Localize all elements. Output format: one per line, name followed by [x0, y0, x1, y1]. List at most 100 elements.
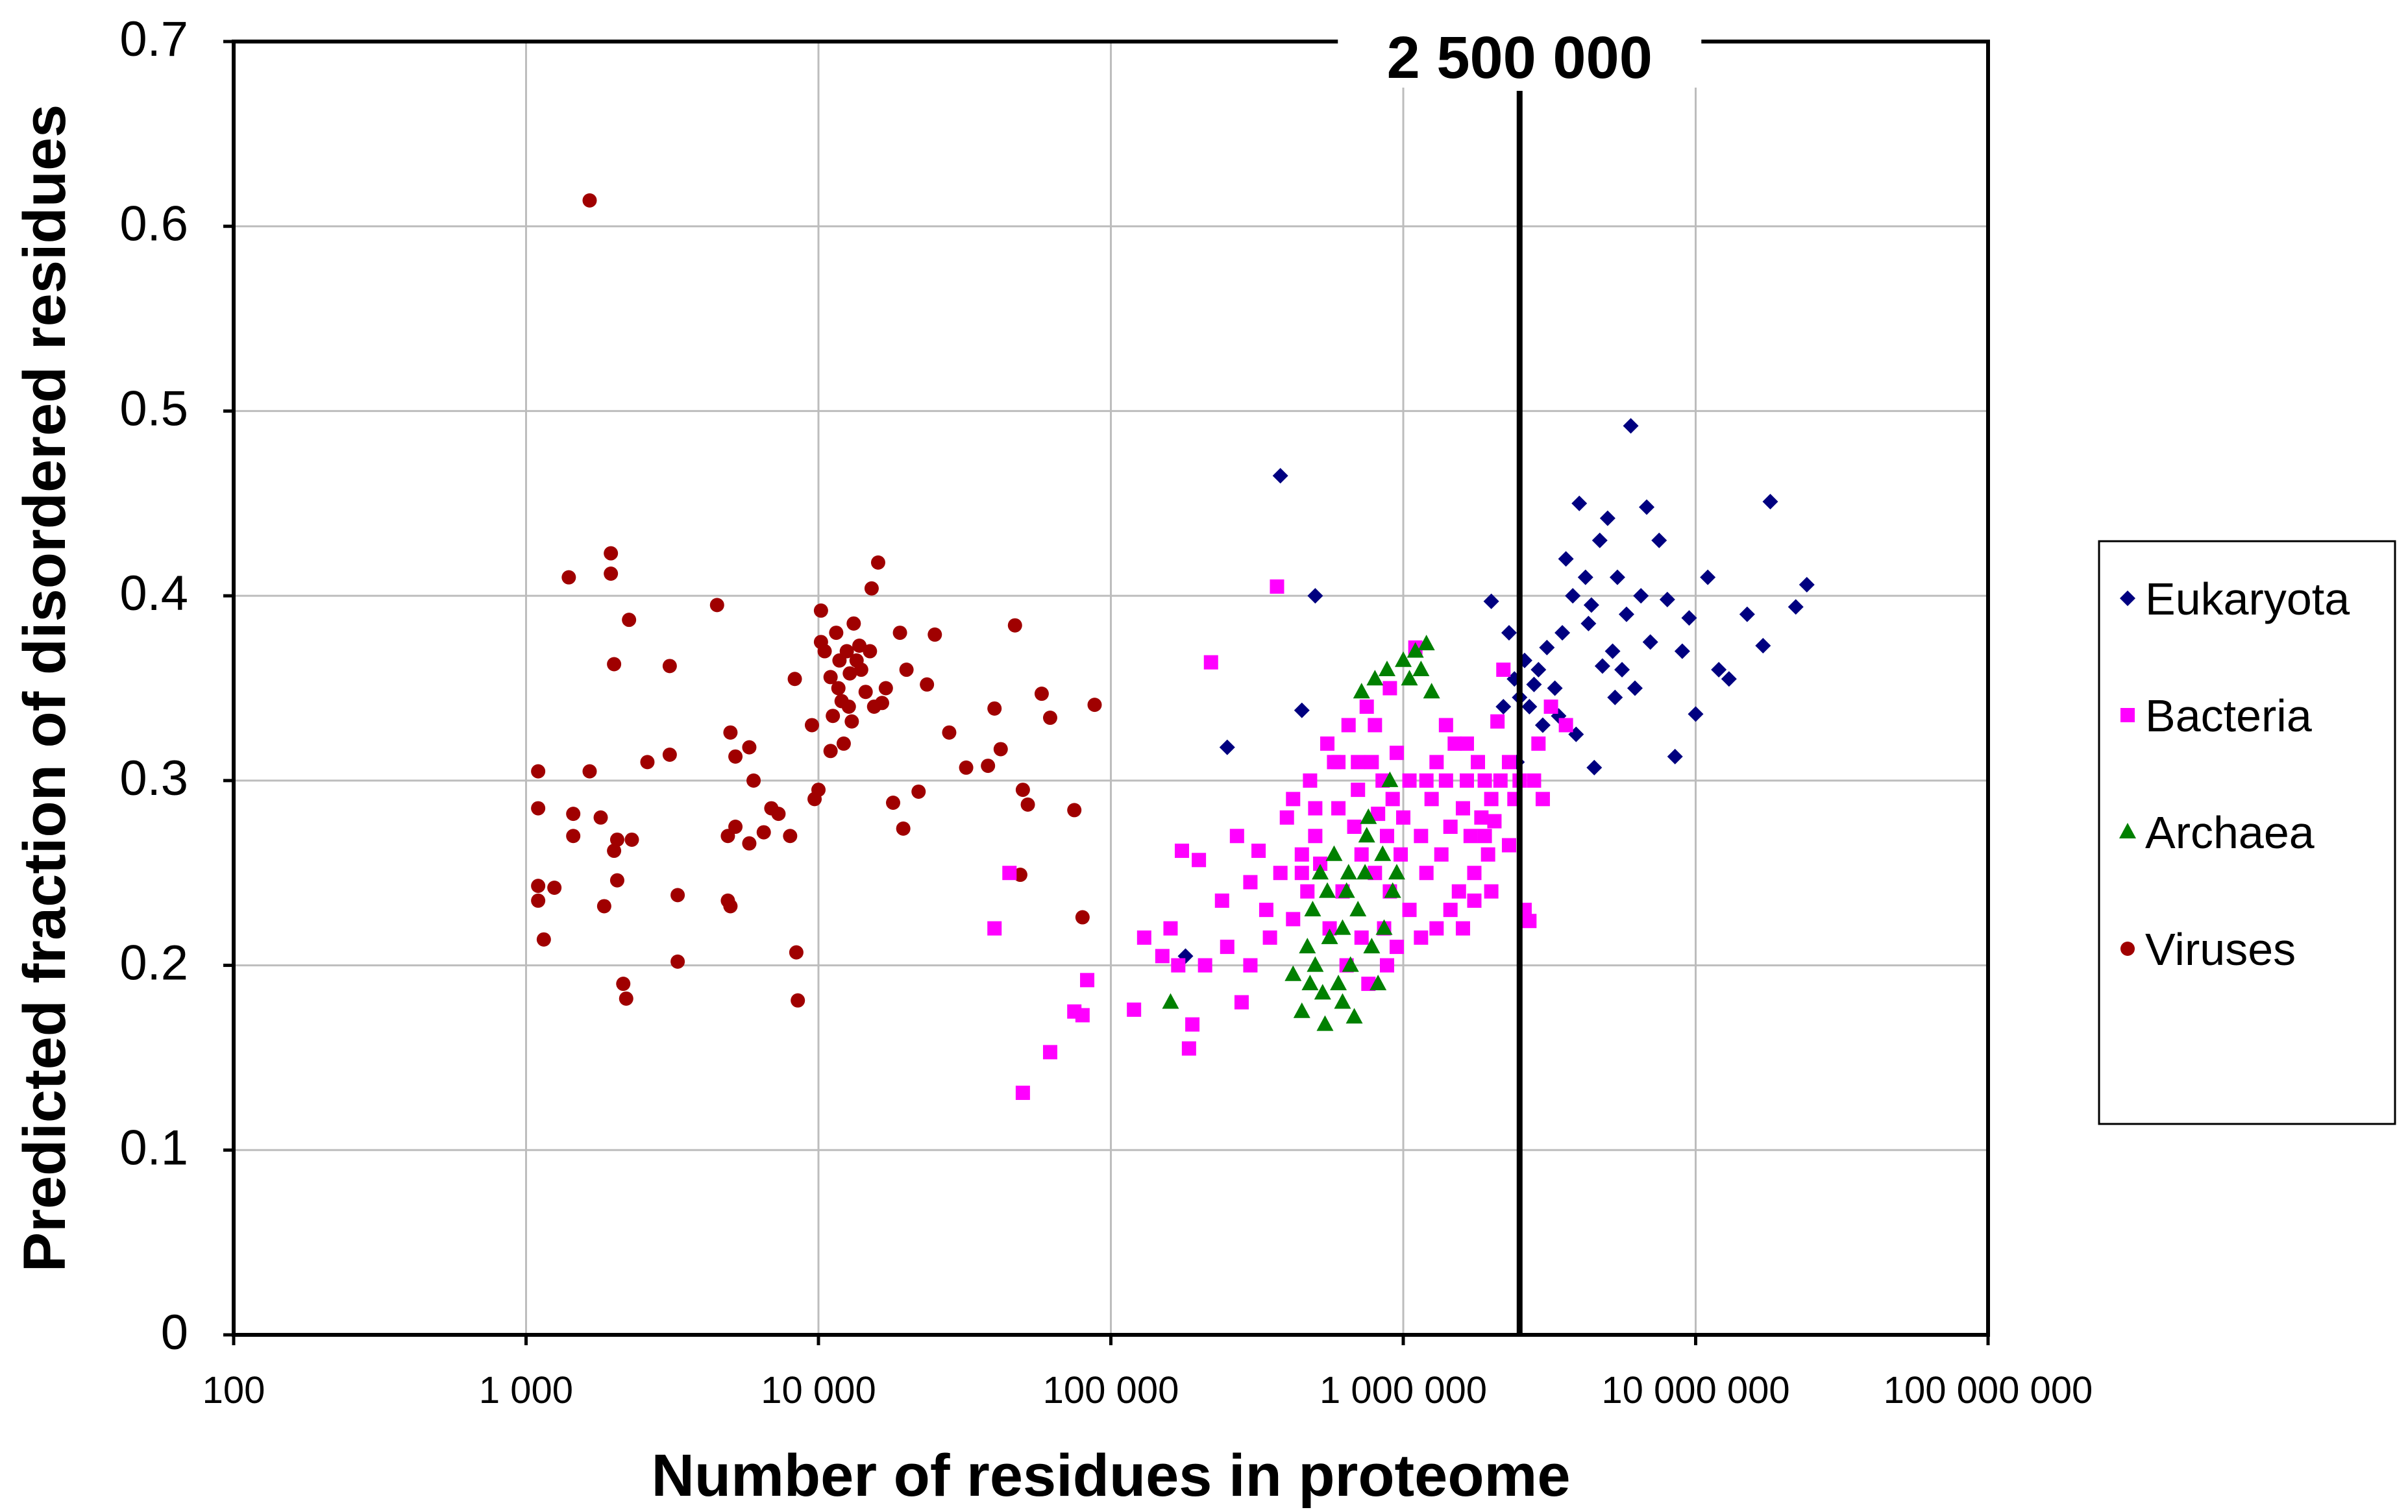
viruses-point — [831, 681, 846, 696]
archaea-point — [1299, 938, 1316, 954]
viruses-point — [858, 685, 873, 700]
viruses-point — [746, 773, 761, 788]
eukaryota-point — [1681, 610, 1697, 626]
viruses-point — [813, 635, 828, 650]
archaea-point — [1340, 864, 1357, 880]
viruses-point — [756, 825, 771, 840]
viruses-point — [596, 899, 611, 914]
viruses-point — [1013, 868, 1027, 883]
viruses-point — [619, 991, 633, 1006]
viruses-point — [844, 714, 859, 729]
bacteria-point — [1429, 755, 1444, 770]
bacteria-point — [1438, 718, 1453, 733]
bacteria-point — [1259, 903, 1273, 918]
viruses-point — [670, 954, 685, 969]
x-tick-label: 10 000 — [761, 1369, 876, 1411]
bacteria-point — [1313, 856, 1328, 871]
bacteria-point — [1308, 829, 1323, 844]
viruses-point — [993, 742, 1008, 757]
viruses-point — [804, 718, 819, 733]
eukaryota-point — [1583, 597, 1599, 613]
viruses-point — [607, 657, 622, 672]
viruses-point — [1067, 803, 1082, 818]
archaea-point — [1388, 864, 1405, 880]
viruses-point — [920, 677, 935, 692]
bacteria-point — [1543, 699, 1558, 714]
bacteria-point — [1262, 930, 1277, 945]
viruses-point — [531, 893, 546, 908]
viruses-point — [604, 546, 619, 561]
x-tick-label: 100 — [203, 1369, 265, 1411]
bacteria-point — [1455, 921, 1470, 936]
eukaryota-point — [1651, 532, 1667, 548]
bacteria-point — [1354, 930, 1369, 945]
viruses-point — [582, 193, 597, 208]
viruses-point — [609, 873, 624, 888]
x-tick-label: 100 000 000 — [1884, 1369, 2093, 1411]
archaea-point — [1316, 1015, 1334, 1031]
bacteria-point — [1443, 903, 1458, 918]
viruses-point — [987, 701, 1002, 716]
viruses-point — [531, 801, 546, 816]
y-tick-labels: 0 0.1 0.2 0.3 0.4 0.5 0.6 0.7 — [119, 12, 188, 1360]
bacteria-point — [1487, 814, 1502, 829]
bacteria-point — [1379, 958, 1394, 973]
eukaryota-point — [1711, 662, 1727, 678]
viruses-point — [813, 603, 828, 618]
bacteria-point — [1300, 884, 1315, 899]
viruses-point — [829, 626, 844, 640]
eukaryota-point — [1495, 698, 1512, 714]
bacteria-point — [1229, 829, 1244, 844]
bacteria-point — [1474, 810, 1489, 825]
bacteria-point — [1480, 847, 1495, 862]
viruses-point — [826, 709, 841, 724]
x-tick-labels: 100 1 000 10 000 100 000 1 000 000 10 000 000… — [203, 1369, 2093, 1411]
reference-line-label: 2 500 000 — [1387, 25, 1652, 91]
viruses-point — [864, 581, 879, 596]
viruses-point — [662, 747, 677, 762]
archaea-point — [1423, 683, 1440, 699]
viruses-point — [870, 555, 885, 570]
bacteria-point — [1419, 866, 1434, 881]
eukaryota-point — [1594, 658, 1610, 674]
bacteria-point — [1214, 893, 1229, 908]
eukaryota-point — [1599, 510, 1616, 526]
y-tick-label: 0.7 — [119, 12, 188, 67]
bacteria-point — [1243, 958, 1258, 973]
eukaryota-point — [1294, 702, 1310, 718]
archaea-point — [1378, 661, 1395, 677]
bacteria-point — [1558, 718, 1573, 733]
archaea-point — [1314, 984, 1331, 1000]
archaea-point — [1284, 965, 1302, 981]
bacteria-point — [1493, 773, 1508, 788]
bacteria-point — [1286, 912, 1301, 927]
viruses-point — [723, 725, 738, 740]
bacteria-point — [1243, 875, 1258, 890]
bacteria-point — [1484, 792, 1499, 807]
archaea-point — [1357, 864, 1374, 880]
viruses-point — [582, 764, 597, 779]
eukaryota-point — [1614, 662, 1630, 678]
eukaryota-point — [1642, 634, 1658, 650]
eukaryota-point — [1272, 468, 1288, 484]
viruses-point — [1087, 698, 1102, 713]
bacteria-point — [1501, 838, 1516, 853]
bacteria-point — [1459, 773, 1474, 788]
bacteria-point — [1501, 755, 1516, 770]
eukaryota-point — [1554, 625, 1571, 641]
bacteria-point — [1379, 829, 1394, 844]
archaea-point — [1162, 993, 1179, 1009]
bacteria-point — [1322, 921, 1337, 936]
bacteria-point — [1174, 844, 1189, 859]
legend-marker-bacteria — [2120, 708, 2135, 722]
y-tick-label: 0.1 — [119, 1120, 188, 1175]
viruses-point — [1007, 618, 1022, 633]
archaea-point — [1334, 919, 1351, 935]
bacteria-point — [1080, 973, 1095, 988]
bacteria-point — [1294, 847, 1309, 862]
eukaryota-point — [1571, 495, 1588, 511]
viruses-point — [959, 760, 974, 775]
y-tick-label: 0.4 — [119, 566, 188, 621]
viruses-point — [789, 945, 804, 960]
